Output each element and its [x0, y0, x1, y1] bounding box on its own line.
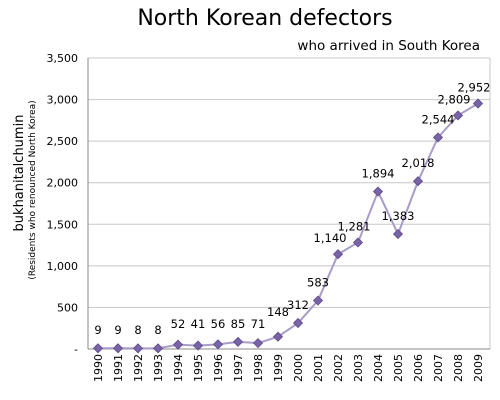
- x-tick-label: 2004: [372, 354, 385, 382]
- data-label: 583: [307, 276, 329, 290]
- y-tick-label: 500: [57, 301, 78, 314]
- data-label: 1,281: [338, 219, 371, 233]
- y-tick-label: 2,500: [47, 135, 79, 148]
- data-label: 2,952: [458, 81, 491, 95]
- data-label: 85: [231, 317, 246, 331]
- x-tick-label: 1995: [192, 354, 205, 382]
- data-point: [132, 343, 144, 354]
- data-point: [212, 339, 224, 350]
- x-tick-label: 2009: [472, 354, 485, 382]
- data-label: 8: [154, 323, 161, 337]
- grid-lines: [87, 57, 491, 350]
- y-tick-label: 1,500: [47, 218, 79, 231]
- y-axis-label: bukhanitalchumin: [12, 115, 27, 232]
- x-tick-label: 2002: [332, 354, 345, 382]
- x-tick-label: 1996: [212, 354, 225, 382]
- x-axis-ticks: 1990 1991 1992 1993 1994 1995 1996 1997 1998 1999…: [92, 354, 485, 382]
- x-tick-label: 2000: [292, 354, 305, 382]
- x-tick-label: 2003: [352, 354, 365, 382]
- data-label: 56: [211, 317, 226, 331]
- x-tick-label: 1991: [112, 354, 125, 382]
- data-point: [312, 295, 324, 306]
- data-label: 2,018: [402, 156, 435, 170]
- data-label: 1,894: [362, 167, 395, 181]
- chart-title: North Korean defectors: [137, 6, 393, 31]
- data-point: [392, 228, 404, 240]
- y-tick-label: 1,000: [47, 260, 79, 273]
- y-tick-label: 3,500: [47, 52, 79, 65]
- data-label: 312: [287, 298, 309, 312]
- y-axis-label-note: (Residents who renounced North Korea): [28, 100, 38, 279]
- data-point: [352, 237, 364, 248]
- y-tick-label: 3,000: [47, 94, 79, 107]
- y-tick-label: 2,000: [47, 177, 79, 190]
- data-label: 2,809: [438, 92, 471, 106]
- x-tick-label: 2001: [312, 354, 325, 382]
- data-label: 52: [171, 317, 186, 331]
- data-point: [192, 340, 204, 351]
- x-tick-label: 1999: [272, 354, 285, 382]
- data-label: 41: [191, 317, 206, 331]
- data-point: [452, 110, 464, 121]
- data-label: 2,544: [422, 112, 455, 126]
- x-tick-label: 2005: [392, 354, 405, 382]
- x-tick-label: 2006: [412, 354, 425, 382]
- data-point: [92, 343, 104, 354]
- data-point: [152, 343, 164, 354]
- y-tick-label: -: [74, 343, 78, 356]
- x-tick-label: 2008: [452, 354, 465, 382]
- x-tick-label: 1990: [92, 354, 105, 382]
- data-point: [232, 336, 244, 347]
- x-tick-label: 2007: [432, 354, 445, 382]
- chart-subtitle: who arrived in South Korea: [297, 38, 480, 54]
- x-tick-label: 1993: [152, 354, 165, 382]
- data-point: [472, 98, 484, 109]
- x-tick-label: 1994: [172, 354, 185, 382]
- data-labels: 9 9 8 8 52 41 56 85 711483125831,1401,2811,8941,…: [94, 81, 490, 337]
- data-point: [252, 338, 264, 349]
- data-label: 1,140: [314, 231, 347, 245]
- data-point: [412, 176, 424, 187]
- data-point: [272, 331, 284, 342]
- series-defectors: [92, 98, 484, 354]
- data-point: [172, 339, 184, 350]
- data-point: [332, 249, 344, 260]
- data-label: 9: [114, 323, 121, 337]
- x-tick-label: 1997: [232, 354, 245, 382]
- data-label: 9: [94, 323, 101, 337]
- data-point: [372, 186, 384, 197]
- x-tick-label: 1998: [252, 354, 265, 382]
- data-point: [112, 343, 124, 354]
- data-label: 71: [251, 317, 266, 331]
- data-point: [432, 132, 444, 143]
- data-label: 1,383: [382, 209, 415, 223]
- y-axis-ticks: - 500 1,000 1,500 2,000 2,500 3,000 3,500: [47, 52, 79, 356]
- x-tick-label: 1992: [132, 354, 145, 382]
- data-label: 148: [267, 305, 289, 319]
- data-point: [292, 317, 304, 329]
- data-label: 8: [134, 323, 141, 337]
